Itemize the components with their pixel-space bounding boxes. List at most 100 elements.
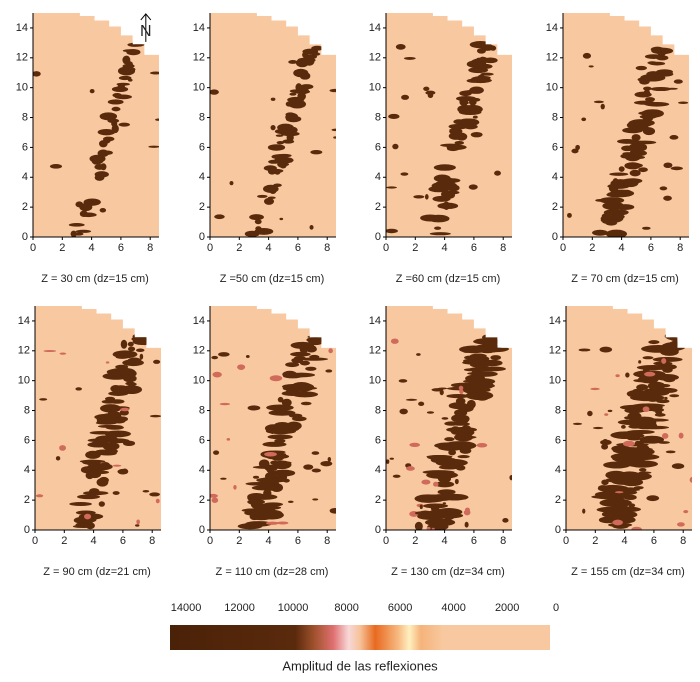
reflection-blob bbox=[612, 499, 623, 503]
reflection-blob bbox=[622, 190, 632, 197]
y-tick-label: 0 bbox=[375, 524, 381, 536]
reflection-blob bbox=[271, 125, 276, 130]
y-tick-label: 10 bbox=[369, 82, 381, 94]
reflection-blob bbox=[302, 52, 309, 58]
reflection-blob bbox=[442, 417, 449, 420]
y-tick-label: 2 bbox=[199, 494, 205, 506]
reflection-blob bbox=[663, 196, 672, 201]
reflection-blob bbox=[212, 372, 221, 378]
reflection-blob bbox=[59, 352, 66, 354]
reflection-blob bbox=[481, 44, 494, 51]
reflection-blob bbox=[108, 391, 128, 396]
y-tick-label: 8 bbox=[199, 404, 205, 416]
y-tick-label: 4 bbox=[199, 464, 205, 476]
reflection-blob bbox=[309, 345, 316, 350]
reflection-blob bbox=[427, 411, 434, 413]
reflection-blob bbox=[97, 420, 108, 423]
reflection-blob bbox=[257, 195, 268, 198]
reflection-blob bbox=[643, 87, 651, 91]
reflection-blob bbox=[601, 479, 608, 485]
reflection-blob bbox=[270, 461, 278, 465]
reflection-blob bbox=[250, 500, 259, 507]
reflection-blob bbox=[95, 171, 109, 177]
reflection-blob bbox=[651, 48, 673, 55]
reflection-blob bbox=[209, 89, 218, 94]
reflection-blob bbox=[112, 93, 121, 97]
y-tick-label: 10 bbox=[18, 375, 30, 387]
y-tick-label: 6 bbox=[375, 141, 381, 153]
reflection-blob bbox=[453, 119, 464, 124]
reflection-blob bbox=[218, 352, 230, 357]
y-tick-label: 2 bbox=[552, 201, 558, 213]
y-tick-label: 12 bbox=[193, 345, 205, 357]
reflection-blob bbox=[460, 448, 472, 454]
reflection-blob bbox=[155, 119, 161, 121]
reflection-blob bbox=[433, 482, 439, 487]
reflection-blob bbox=[113, 491, 120, 495]
x-tick-label: 2 bbox=[61, 535, 67, 547]
reflection-blob bbox=[648, 340, 659, 344]
reflection-blob bbox=[573, 423, 582, 425]
x-tick-label: 8 bbox=[149, 535, 155, 547]
y-tick-label: 14 bbox=[18, 315, 30, 327]
panel: 0246802468101214Z =50 cm (dz=15 cm) bbox=[193, 13, 341, 285]
reflection-blob bbox=[592, 230, 608, 236]
reflection-blob bbox=[328, 457, 332, 462]
reflection-blob bbox=[610, 490, 638, 496]
panel: 0246802468101214Z = 30 cm (dz=15 cm)N bbox=[16, 13, 162, 285]
reflection-blob bbox=[211, 356, 218, 359]
reflection-blob bbox=[662, 433, 668, 439]
y-tick-label: 6 bbox=[375, 434, 381, 446]
reflection-blob bbox=[122, 56, 130, 65]
reflection-blob bbox=[443, 202, 450, 210]
reflection-blob bbox=[439, 465, 460, 470]
reflection-blob bbox=[464, 510, 471, 516]
reflection-blob bbox=[480, 73, 493, 76]
reflection-blob bbox=[86, 472, 94, 479]
reflection-blob bbox=[638, 444, 645, 448]
reflection-blob bbox=[125, 382, 135, 386]
reflection-blob bbox=[128, 347, 135, 352]
reflection-blob bbox=[420, 498, 443, 502]
y-tick-label: 14 bbox=[16, 22, 28, 34]
reflection-blob bbox=[328, 348, 333, 353]
reflection-blob bbox=[625, 373, 629, 378]
reflection-blob bbox=[669, 394, 679, 397]
reflection-blob bbox=[609, 173, 628, 176]
x-tick-label: 8 bbox=[324, 242, 330, 254]
reflection-blob bbox=[90, 89, 95, 93]
reflection-blob bbox=[243, 526, 249, 529]
reflection-blob bbox=[602, 212, 619, 219]
reflection-blob bbox=[480, 57, 487, 63]
reflection-blob bbox=[624, 416, 631, 419]
reflection-blob bbox=[110, 368, 135, 375]
reflection-blob bbox=[422, 470, 454, 474]
reflection-blob bbox=[285, 362, 299, 367]
x-tick-label: 0 bbox=[560, 242, 566, 254]
y-tick-label: 8 bbox=[375, 404, 381, 416]
reflection-blob bbox=[301, 402, 312, 406]
y-tick-label: 12 bbox=[369, 345, 381, 357]
x-tick-label: 0 bbox=[207, 535, 213, 547]
x-tick-label: 4 bbox=[622, 535, 628, 547]
reflection-blob bbox=[593, 427, 603, 429]
reflection-blob bbox=[106, 361, 110, 363]
reflection-blob bbox=[392, 144, 398, 149]
y-tick-label: 4 bbox=[375, 464, 381, 476]
reflection-blob bbox=[642, 227, 651, 230]
x-tick-label: 0 bbox=[207, 242, 213, 254]
y-tick-label: 14 bbox=[369, 22, 381, 34]
reflection-blob bbox=[271, 98, 276, 101]
reflection-blob bbox=[645, 97, 655, 101]
reflection-blob bbox=[150, 415, 161, 418]
reflection-blob bbox=[458, 455, 470, 458]
x-tick-label: 4 bbox=[91, 535, 97, 547]
reflection-blob bbox=[636, 66, 647, 70]
reflection-blob bbox=[250, 494, 277, 500]
reflection-blob bbox=[458, 125, 467, 129]
reflection-blob bbox=[312, 451, 320, 455]
reflection-blob bbox=[391, 339, 399, 344]
reflection-blob bbox=[663, 162, 672, 168]
reflection-blob bbox=[126, 49, 140, 55]
y-tick-label: 8 bbox=[552, 111, 558, 123]
